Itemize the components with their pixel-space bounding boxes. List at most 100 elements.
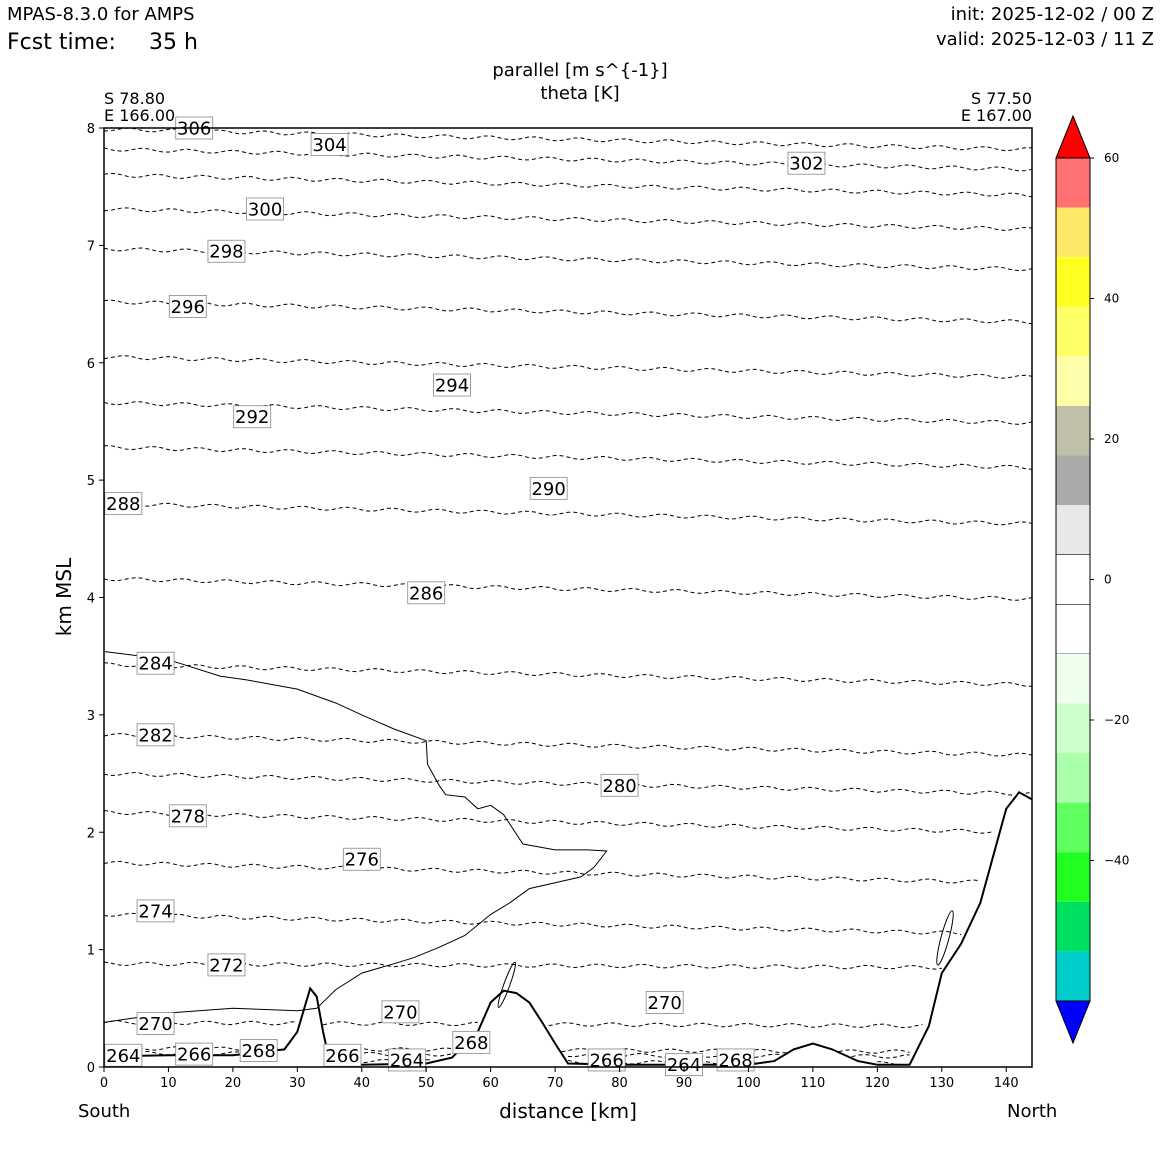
theta-contour-304 (103, 147, 1033, 172)
theta-label: 264 (667, 1055, 701, 1076)
theta-label-box (168, 804, 207, 828)
theta-label-box (136, 651, 175, 675)
theta-label-box (207, 239, 246, 263)
theta-label: 270 (647, 993, 681, 1014)
colorbar-tick-label: −40 (1104, 854, 1129, 868)
theta-label-box (787, 151, 826, 175)
y-tick-label: 7 (87, 239, 95, 254)
colorbar-segment (1056, 207, 1090, 258)
theta-label: 274 (138, 901, 172, 922)
theta-label: 270 (138, 1014, 172, 1035)
theta-label: 266 (325, 1046, 359, 1067)
plot-frame (103, 127, 1033, 1068)
colorbar-segment (1055, 603, 1091, 655)
theta-label-box (381, 1000, 420, 1024)
colorbar-segment (1056, 455, 1090, 506)
theta-contour-294 (103, 355, 1033, 379)
y-tick-label: 6 (87, 357, 95, 372)
left-endpoint-lat: S 78.80 (104, 89, 166, 108)
x-tick-label: 70 (547, 1076, 564, 1091)
theta-label-box (433, 373, 471, 397)
theta-label: 296 (171, 297, 205, 318)
theta-label-box (716, 1048, 755, 1072)
y-tick-label: 5 (87, 474, 95, 489)
theta-label: 282 (138, 725, 172, 746)
y-tick-label: 3 (87, 709, 95, 724)
theta-contour-302 (103, 172, 1033, 198)
colorbar-segment (1055, 554, 1091, 605)
x-tick-label: 60 (482, 1076, 499, 1091)
theta-contour-268 (103, 1046, 910, 1054)
theta-contour-298 (103, 247, 1033, 272)
model-title: MPAS-8.3.0 for AMPS (7, 4, 195, 25)
x-tick-label: 130 (929, 1076, 954, 1091)
colorbar-tick-label: 20 (1104, 432, 1119, 446)
theta-label: 276 (345, 850, 379, 871)
right-endpoint-lat: S 77.50 (970, 89, 1032, 108)
theta-label: 264 (106, 1046, 140, 1067)
theta-label-box (600, 773, 639, 797)
theta-label-box (136, 899, 175, 923)
theta-label: 300 (248, 199, 282, 220)
theta-label: 290 (531, 479, 565, 500)
theta-contour-278 (103, 810, 994, 834)
theta-label-box (407, 581, 446, 605)
x-tick-label: 50 (418, 1076, 435, 1091)
colorbar-segment (1056, 802, 1090, 853)
colorbar-extend-top (1055, 114, 1091, 159)
theta-label: 270 (383, 1002, 417, 1023)
colorbar-tick-label: 0 (1104, 573, 1112, 587)
chart-title: parallel [m s^{-1}] (492, 60, 668, 81)
y-tick-label: 0 (87, 1061, 95, 1076)
colorbar-segment (1056, 405, 1090, 456)
x-tick-label: 80 (611, 1076, 628, 1091)
theta-label-box (239, 1039, 278, 1062)
theta-label: 304 (312, 135, 346, 156)
colorbar-segment (1056, 653, 1090, 704)
theta-label: 278 (171, 806, 205, 827)
y-tick-label: 4 (87, 592, 95, 607)
theta-label-box (665, 1053, 703, 1077)
x-tick-label: 140 (994, 1076, 1019, 1091)
theta-contour-306 (103, 127, 1033, 152)
north-label: North (1007, 1101, 1058, 1122)
right-endpoint-lon: E 167.00 (960, 106, 1032, 125)
x-tick-label: 110 (800, 1076, 825, 1091)
colorbar-tick-label: −20 (1104, 713, 1129, 727)
theta-contour-280 (103, 771, 1033, 796)
y-tick-label: 2 (87, 826, 95, 841)
theta-contour-288 (103, 501, 1033, 526)
colorbar-segment (1056, 505, 1090, 555)
theta-label-box (207, 953, 246, 977)
theta-contour-284 (103, 662, 1032, 687)
x-tick-label: 90 (676, 1076, 693, 1091)
theta-contour-270 (103, 1020, 923, 1029)
theta-label: 268 (454, 1033, 488, 1054)
theta-label-box (645, 991, 684, 1014)
x-tick-label: 120 (865, 1076, 890, 1091)
theta-label: 268 (718, 1050, 752, 1071)
theta-label-box (529, 476, 568, 500)
fcst-time-label: Fcst time: (7, 30, 116, 55)
theta-label: 302 (789, 154, 823, 175)
theta-label-box (246, 197, 285, 221)
colorbar-segment (1056, 703, 1090, 754)
colorbar-segment (1056, 158, 1090, 208)
theta-contour-286 (103, 577, 1033, 601)
theta-label: 306 (177, 119, 211, 140)
theta-contour-300 (103, 207, 1033, 231)
theta-label-box (175, 1042, 214, 1066)
wind-zero-contour (103, 651, 608, 1023)
theta-label-box (168, 295, 207, 318)
colorbar-segment (1056, 852, 1090, 902)
theta-label-box (136, 723, 175, 747)
colorbar-tick-label: 60 (1104, 151, 1119, 165)
colorbar-segment (1056, 901, 1090, 952)
colorbar-extend-bottom (1055, 1000, 1091, 1045)
x-axis-label: distance [km] (499, 1099, 637, 1123)
colorbar-segment (1056, 951, 1090, 1001)
colorbar-tick-label: 40 (1104, 292, 1119, 306)
theta-contour-274 (103, 912, 962, 936)
theta-label-box (387, 1048, 426, 1072)
chart-subtitle: theta [K] (540, 83, 620, 104)
